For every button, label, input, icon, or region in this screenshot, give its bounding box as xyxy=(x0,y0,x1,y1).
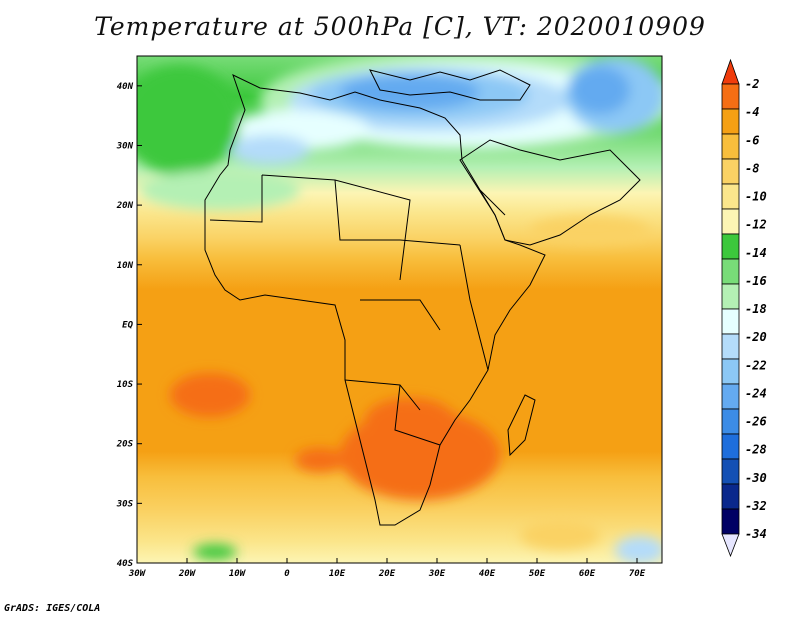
colorbar-swatch xyxy=(721,133,740,160)
lon-tick-label: 20W xyxy=(178,569,197,579)
lon-tick-label: 10E xyxy=(329,569,346,579)
map-frame xyxy=(136,55,663,564)
colorbar-label: -24 xyxy=(745,386,767,400)
colorbar-bottom-triangle xyxy=(721,533,740,558)
lon-tick-label: 50E xyxy=(529,569,546,579)
colorbar-swatch xyxy=(721,258,740,285)
colorbar-label: -10 xyxy=(745,190,767,204)
colorbar-label: -28 xyxy=(745,443,767,457)
lat-tick-label: EQ xyxy=(122,320,133,330)
colorbar-label: -12 xyxy=(745,218,767,232)
lat-tick-label: 10N xyxy=(117,261,134,271)
lon-tick-label: 30W xyxy=(128,569,147,579)
lon-tick-label: 30E xyxy=(428,569,446,579)
colorbar-label: -30 xyxy=(745,471,767,485)
lat-tick-label: 30N xyxy=(116,141,134,151)
longitude-axis: 30W 20W 10W 0 10E 20E 30E 40E 50E 60E 70E xyxy=(128,558,646,579)
lat-tick-label: 10S xyxy=(117,380,134,390)
lat-tick-label: 40N xyxy=(117,82,134,92)
colorbar-label: -22 xyxy=(745,358,767,372)
colorbar-label: -34 xyxy=(745,527,767,541)
colorbar: -2 -4 -6 -8 -10 -12 -14 -16 -18 -20 -22 -24 -26 -28 -3… xyxy=(721,58,767,558)
latitude-axis: 40N 30N 20N 10N EQ 10S 20S 30S 40S xyxy=(116,82,142,569)
colorbar-label: -4 xyxy=(745,105,759,119)
colorbar-swatch xyxy=(721,408,740,435)
colorbar-label: -18 xyxy=(745,302,767,316)
colorbar-label: -8 xyxy=(745,161,759,175)
lon-tick-label: 60E xyxy=(579,569,596,579)
colorbar-swatch xyxy=(721,383,740,410)
coastlines xyxy=(204,69,641,526)
lon-tick-label: 70E xyxy=(629,569,646,579)
colorbar-swatch xyxy=(721,283,740,310)
colorbar-swatch xyxy=(721,233,740,260)
map-title: Temperature at 500hPa [C], VT: 202001090… xyxy=(94,12,706,41)
colorbar-label: -6 xyxy=(745,133,759,147)
colorbar-swatch xyxy=(721,83,740,110)
colorbar-swatch xyxy=(721,358,740,385)
colorbar-label: -2 xyxy=(745,77,759,91)
lat-tick-label: 20S xyxy=(116,440,134,450)
colorbar-swatch xyxy=(721,333,740,360)
colorbar-label: -20 xyxy=(745,330,767,344)
colorbar-label: -26 xyxy=(745,415,767,429)
colorbar-swatch xyxy=(721,108,740,135)
colorbar-top-triangle xyxy=(721,58,740,85)
lon-tick-label: 20E xyxy=(378,569,396,579)
lat-tick-label: 30S xyxy=(116,499,134,509)
colorbar-swatch xyxy=(721,458,740,485)
lat-tick-label: 40S xyxy=(117,559,134,569)
colorbar-swatch xyxy=(721,208,740,235)
colorbar-label: -32 xyxy=(745,499,767,513)
temperature-field xyxy=(137,56,662,563)
lon-tick-label: 0 xyxy=(284,569,290,579)
colorbar-label: -16 xyxy=(745,274,767,288)
lon-tick-label: 10W xyxy=(229,569,247,579)
credit-label: GrADS: IGES/COLA xyxy=(4,603,101,614)
lon-tick-label: 40E xyxy=(479,569,496,579)
colorbar-swatch xyxy=(721,483,740,510)
colorbar-swatch xyxy=(721,308,740,335)
colorbar-label: -14 xyxy=(745,246,767,260)
lat-tick-label: 20N xyxy=(116,201,134,211)
colorbar-swatch xyxy=(721,158,740,185)
colorbar-swatch xyxy=(721,183,740,210)
colorbar-swatch xyxy=(721,508,740,535)
colorbar-swatch xyxy=(721,433,740,460)
